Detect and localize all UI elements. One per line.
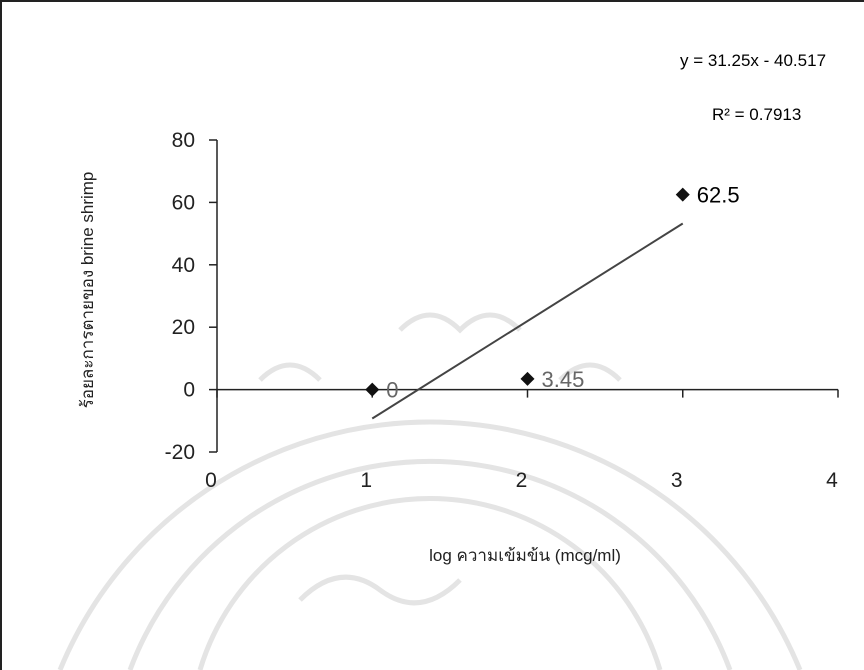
x-tick-label: 2 [516, 469, 528, 492]
data-point-marker [365, 382, 380, 397]
y-tick-label: 20 [172, 316, 195, 339]
y-tick-label: -20 [165, 441, 195, 464]
data-point-label: 62.5 [697, 183, 740, 208]
x-axis-title: log ความเข้มข้น (mcg/ml) [429, 546, 621, 565]
y-axis-title: ร้อยละการตายของ brine shrimp [78, 172, 97, 409]
y-tick-label: 80 [172, 129, 195, 152]
data-point-label: 3.45 [542, 367, 585, 392]
y-tick-label: 60 [172, 191, 195, 214]
x-tick-label: 4 [826, 469, 838, 492]
x-ticks: 0 1 2 3 4 [205, 389, 839, 492]
data-points: 0 3.45 62.5 [365, 183, 740, 403]
x-tick-label: 3 [671, 469, 683, 492]
y-ticks: 80 60 40 20 0 -20 [165, 129, 217, 464]
trendline [371, 222, 684, 420]
r-squared-label: R² = 0.7913 [712, 105, 801, 124]
data-point-marker [675, 187, 690, 202]
trendline-equation: y = 31.25x - 40.517 [680, 51, 826, 70]
watermark-seal [57, 312, 803, 670]
y-tick-label: 0 [183, 379, 195, 402]
x-tick-label: 0 [205, 469, 217, 492]
x-tick-label: 1 [360, 469, 372, 492]
data-point-marker [520, 371, 535, 386]
data-point-label: 0 [386, 378, 398, 403]
axes [216, 140, 838, 452]
y-tick-label: 40 [172, 254, 195, 277]
